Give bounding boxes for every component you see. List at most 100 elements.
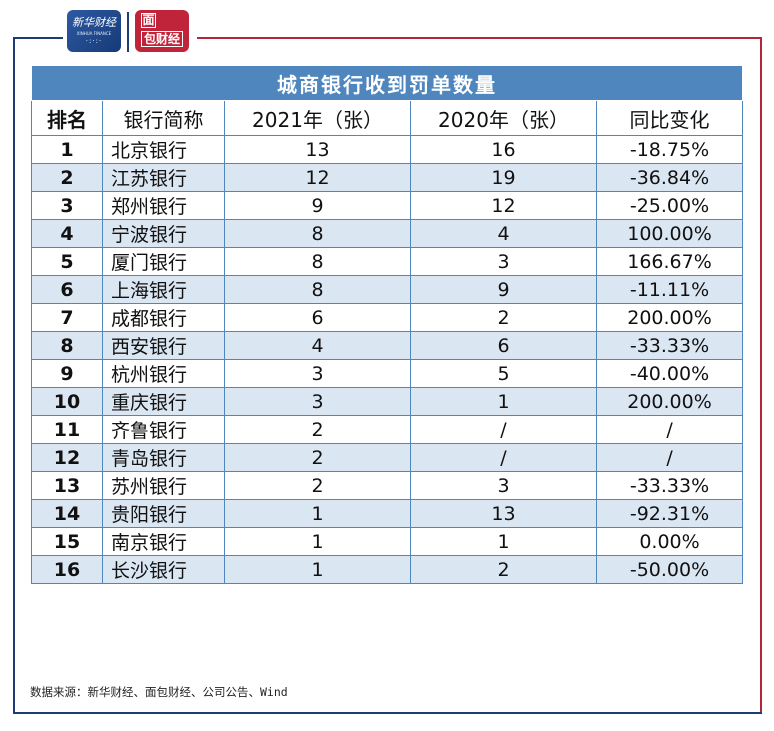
mianbao-logo-line1: 面: [141, 13, 156, 28]
rank-cell: 5: [31, 247, 103, 276]
yoy-change-cell: -92.31%: [595, 499, 744, 528]
table-row: 4 宁波银行 8 4 100.00%: [31, 219, 744, 248]
rank-cell: 6: [31, 275, 103, 304]
xinhua-finance-logo: 新华财经 XINHUA FINANCE ·:·:·: [67, 10, 121, 52]
bank-name-cell: 齐鲁银行: [102, 415, 225, 444]
count-2020-cell: 3: [410, 247, 597, 276]
table-row: 14 贵阳银行 1 13 -92.31%: [31, 499, 744, 528]
frame-top-left-border: [13, 37, 63, 39]
bank-name-cell: 重庆银行: [102, 387, 225, 416]
column-header-bank-name: 银行简称: [102, 100, 225, 136]
column-header-yoy-change: 同比变化: [595, 100, 744, 136]
count-2020-cell: 9: [410, 275, 597, 304]
bank-name-cell: 长沙银行: [102, 555, 225, 584]
table-row: 3 郑州银行 9 12 -25.00%: [31, 191, 744, 220]
count-2021-cell: 2: [224, 471, 411, 500]
count-2021-cell: 8: [224, 219, 411, 248]
bank-name-cell: 宁波银行: [102, 219, 225, 248]
count-2021-cell: 2: [224, 443, 411, 472]
rank-cell: 10: [31, 387, 103, 416]
count-2021-cell: 13: [224, 135, 411, 164]
frame-top-right-border: [197, 37, 762, 39]
rank-cell: 8: [31, 331, 103, 360]
bank-penalty-table: 城商银行收到罚单数量 排名 银行简称 2021年（张） 2020年（张） 同比变…: [30, 65, 744, 584]
count-2021-cell: 6: [224, 303, 411, 332]
table-row: 10 重庆银行 3 1 200.00%: [31, 387, 744, 416]
column-header-2021: 2021年（张）: [224, 100, 411, 136]
bank-name-cell: 郑州银行: [102, 191, 225, 220]
mianbao-logo-line2: 包财经: [141, 31, 184, 47]
rank-cell: 9: [31, 359, 103, 388]
column-header-2020: 2020年（张）: [410, 100, 597, 136]
bank-name-cell: 苏州银行: [102, 471, 225, 500]
table-row: 5 厦门银行 8 3 166.67%: [31, 247, 744, 276]
bank-name-cell: 江苏银行: [102, 163, 225, 192]
xinhua-logo-subtext: XINHUA FINANCE: [76, 31, 112, 36]
frame-right-border: [760, 37, 762, 714]
bank-name-cell: 杭州银行: [102, 359, 225, 388]
count-2020-cell: 3: [410, 471, 597, 500]
table-row: 7 成都银行 6 2 200.00%: [31, 303, 744, 332]
table-row: 9 杭州银行 3 5 -40.00%: [31, 359, 744, 388]
count-2020-cell: /: [410, 443, 597, 472]
yoy-change-cell: 200.00%: [595, 387, 744, 416]
count-2021-cell: 1: [224, 555, 411, 584]
count-2020-cell: 16: [410, 135, 597, 164]
xinhua-logo-text: 新华财经: [72, 16, 116, 29]
count-2020-cell: 19: [410, 163, 597, 192]
count-2021-cell: 1: [224, 499, 411, 528]
yoy-change-cell: -36.84%: [595, 163, 744, 192]
rank-cell: 2: [31, 163, 103, 192]
count-2020-cell: 1: [410, 387, 597, 416]
count-2020-cell: 2: [410, 303, 597, 332]
column-header-rank: 排名: [31, 100, 103, 136]
count-2020-cell: 6: [410, 331, 597, 360]
count-2021-cell: 3: [224, 387, 411, 416]
count-2021-cell: 2: [224, 415, 411, 444]
yoy-change-cell: -11.11%: [595, 275, 744, 304]
count-2020-cell: 4: [410, 219, 597, 248]
yoy-change-cell: -40.00%: [595, 359, 744, 388]
table-row: 16 长沙银行 1 2 -50.00%: [31, 555, 744, 584]
count-2021-cell: 8: [224, 275, 411, 304]
rank-cell: 16: [31, 555, 103, 584]
table-row: 12 青岛银行 2//: [31, 443, 744, 472]
yoy-change-cell: 0.00%: [595, 527, 744, 556]
bank-name-cell: 厦门银行: [102, 247, 225, 276]
rank-cell: 13: [31, 471, 103, 500]
yoy-change-cell: -25.00%: [595, 191, 744, 220]
bank-name-cell: 贵阳银行: [102, 499, 225, 528]
bank-name-cell: 西安银行: [102, 331, 225, 360]
mianbao-finance-logo: 面 包财经: [135, 10, 189, 52]
yoy-change-cell: -33.33%: [595, 471, 744, 500]
logo-separator: [127, 12, 129, 52]
yoy-change-cell: -50.00%: [595, 555, 744, 584]
table-body: 1 北京银行 13 16 -18.75% 2 江苏银行 12 19 -36.84% 3 郑州银行 9 12…: [31, 135, 744, 584]
table-row: 8 西安银行 4 6 -33.33%: [31, 331, 744, 360]
yoy-change-cell: -33.33%: [595, 331, 744, 360]
yoy-change-cell: /: [595, 415, 744, 444]
xinhua-logo-dots-icon: ·:·:·: [85, 37, 103, 45]
count-2021-cell: 1: [224, 527, 411, 556]
count-2021-cell: 9: [224, 191, 411, 220]
table-row: 11 齐鲁银行 2//: [31, 415, 744, 444]
yoy-change-cell: -18.75%: [595, 135, 744, 164]
rank-cell: 1: [31, 135, 103, 164]
count-2020-cell: 12: [410, 191, 597, 220]
count-2020-cell: 2: [410, 555, 597, 584]
count-2021-cell: 3: [224, 359, 411, 388]
rank-cell: 4: [31, 219, 103, 248]
bank-name-cell: 北京银行: [102, 135, 225, 164]
bank-name-cell: 上海银行: [102, 275, 225, 304]
rank-cell: 14: [31, 499, 103, 528]
frame-bottom-border: [13, 712, 762, 714]
table-row: 13 苏州银行 2 3 -33.33%: [31, 471, 744, 500]
count-2020-cell: 13: [410, 499, 597, 528]
rank-cell: 12: [31, 443, 103, 472]
count-2020-cell: 1: [410, 527, 597, 556]
bank-name-cell: 青岛银行: [102, 443, 225, 472]
count-2020-cell: 5: [410, 359, 597, 388]
table-row: 2 江苏银行 12 19 -36.84%: [31, 163, 744, 192]
bank-name-cell: 南京银行: [102, 527, 225, 556]
data-source-note: 数据来源：新华财经、面包财经、公司公告、Wind: [30, 685, 288, 699]
